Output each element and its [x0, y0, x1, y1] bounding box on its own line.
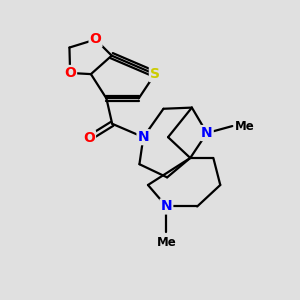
Text: Me: Me [235, 120, 255, 133]
Text: O: O [64, 66, 76, 80]
Text: N: N [137, 130, 149, 144]
Text: O: O [83, 131, 95, 145]
Text: O: O [90, 32, 101, 46]
Text: N: N [201, 126, 213, 140]
Text: S: S [150, 67, 160, 81]
Text: N: N [160, 200, 172, 214]
Text: Me: Me [157, 236, 176, 249]
